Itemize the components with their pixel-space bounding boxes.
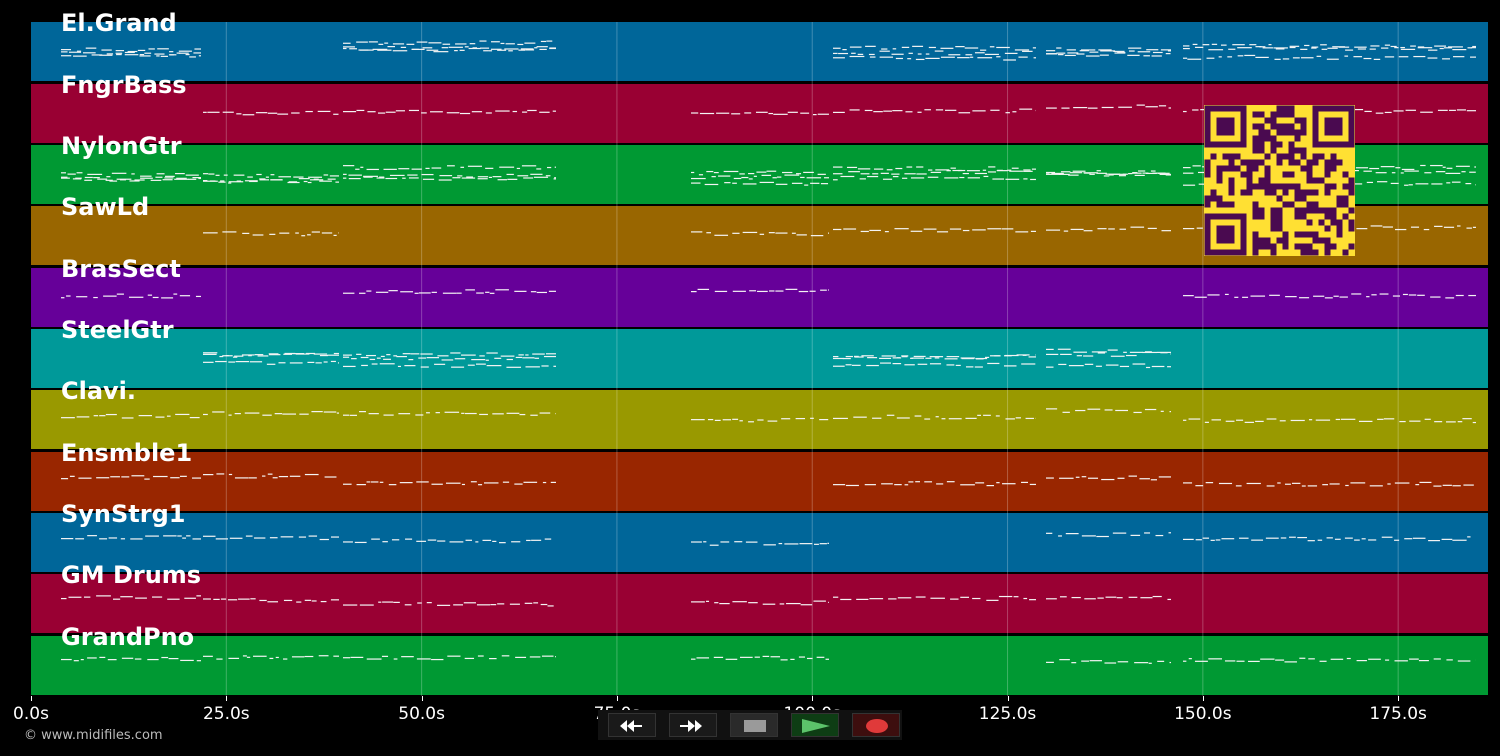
stop-icon — [744, 720, 766, 732]
track-name: GM Drums — [61, 561, 202, 589]
note-lane — [61, 408, 1476, 424]
track-row[interactable]: GM Drums — [31, 562, 1488, 633]
note-lane — [61, 532, 1471, 546]
note-lane — [61, 655, 1476, 664]
track-row[interactable]: GrandPno — [31, 624, 1488, 695]
track-name: SteelGtr — [61, 316, 174, 344]
tick-mark — [421, 696, 423, 701]
tick-mark — [1202, 696, 1204, 701]
track-name: FngrBass — [61, 71, 187, 99]
fast-forward-icon — [680, 720, 702, 732]
rewind-button[interactable] — [608, 713, 656, 737]
track-name: SynStrg1 — [61, 500, 186, 528]
rewind-icon — [620, 720, 642, 732]
tick-mark — [616, 696, 618, 701]
play-icon — [802, 719, 830, 733]
record-button[interactable] — [852, 713, 900, 737]
stop-button[interactable] — [730, 713, 778, 737]
note-lane — [61, 473, 1474, 487]
tick-label: 25.0s — [202, 704, 250, 724]
copyright-text: © www.midifiles.com — [24, 728, 163, 743]
note-lane — [61, 595, 1171, 607]
note-lane — [61, 40, 1476, 61]
tick-label: 150.0s — [1174, 704, 1232, 724]
tick-label: 50.0s — [398, 704, 445, 724]
note-lane — [203, 348, 1171, 369]
tick-label: 0.0s — [13, 704, 49, 724]
tick-label: 175.0s — [1369, 704, 1427, 724]
play-button[interactable] — [791, 713, 839, 737]
tick-mark — [1007, 696, 1009, 701]
transport-controls — [598, 710, 902, 740]
note-lane — [61, 288, 1476, 299]
track-row[interactable]: SynStrg1 — [31, 501, 1488, 572]
record-icon — [866, 719, 888, 733]
track-name: GrandPno — [61, 623, 195, 651]
track-row[interactable]: BrasSect — [31, 256, 1488, 327]
fast-forward-button[interactable] — [669, 713, 717, 737]
tick-label: 125.0s — [978, 704, 1037, 724]
track-name: SawLd — [61, 193, 150, 221]
track-row[interactable]: Clavi. — [31, 378, 1488, 449]
track-name: Clavi. — [61, 377, 137, 405]
tick-mark — [1398, 696, 1400, 701]
track-row[interactable]: El.Grand — [31, 10, 1488, 81]
track-name: El.Grand — [61, 9, 177, 37]
track-row[interactable]: Ensmble1 — [31, 440, 1488, 511]
track-name: NylonGtr — [61, 132, 182, 160]
track-name: Ensmble1 — [61, 439, 193, 467]
tick-mark — [812, 696, 814, 701]
track-name: BrasSect — [61, 255, 181, 283]
qr-code-image — [1204, 105, 1355, 256]
tick-mark — [31, 696, 32, 701]
track-row[interactable]: SteelGtr — [31, 317, 1488, 388]
tick-mark — [226, 696, 228, 701]
